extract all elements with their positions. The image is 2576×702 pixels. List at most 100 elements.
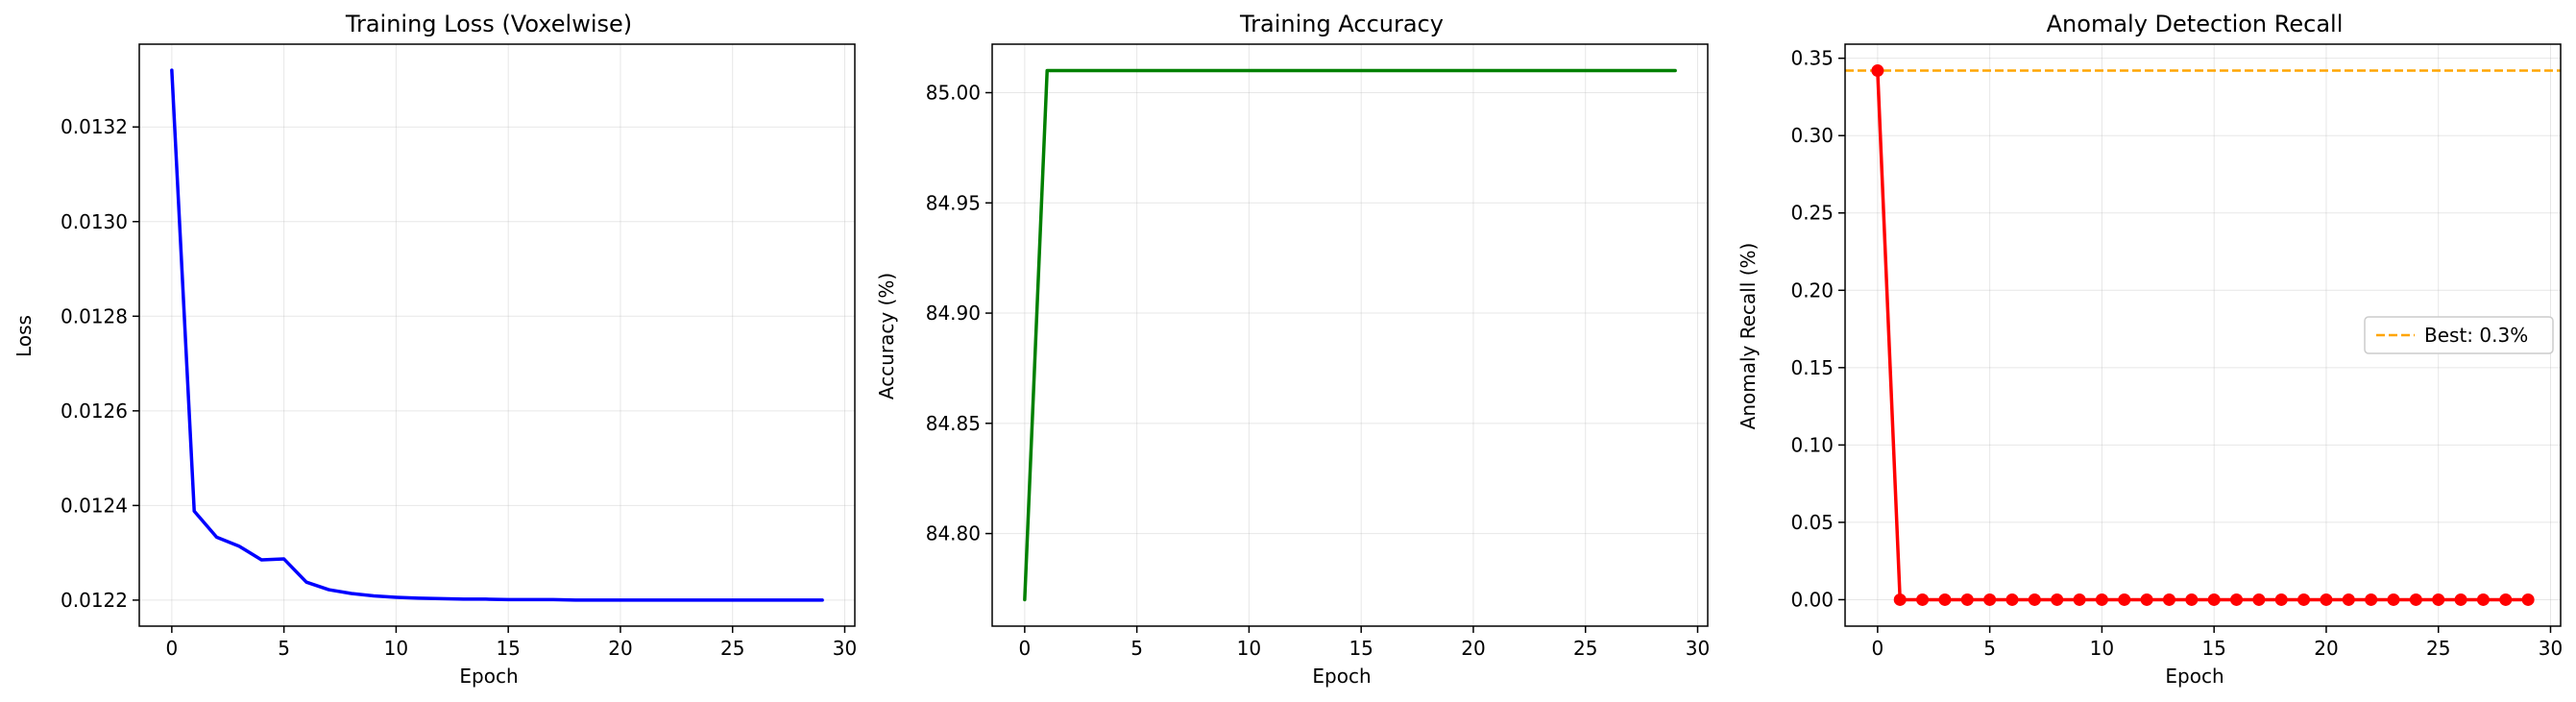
x-tick-label: 0 (1871, 637, 1883, 660)
y-tick-label: 0.25 (1790, 202, 1834, 225)
y-tick-label: 0.35 (1790, 47, 1834, 70)
data-point (2499, 593, 2513, 606)
y-tick-label: 84.90 (926, 302, 981, 325)
x-axis-label: Epoch (1312, 665, 1371, 688)
x-axis-label: Epoch (2165, 665, 2224, 688)
data-point (2118, 593, 2131, 606)
axis-ticks: 0 5 10 15 20 25 30 0.00 0.05 0.10 0.15 0.20 0.25 0.30… (1790, 47, 2563, 660)
x-tick-label: 10 (1237, 637, 1261, 660)
series-line (1023, 68, 1677, 602)
data-marks (170, 68, 824, 602)
data-point (2140, 593, 2153, 606)
x-tick-label: 25 (1573, 637, 1597, 660)
data-point (2005, 593, 2019, 606)
data-point (1960, 593, 1974, 606)
recall-chart-panel: Anomaly Detection Recall 0 5 10 15 20 25 30 0.0… (1737, 11, 2563, 688)
data-point (2274, 593, 2288, 606)
y-tick-label: 0.0130 (61, 210, 128, 233)
data-point (2230, 593, 2244, 606)
x-tick-label: 10 (2090, 637, 2114, 660)
axis-ticks: 0 5 10 15 20 25 30 84.80 84.85 84.90 84.95 85.00 (926, 82, 1710, 661)
y-tick-label: 0.00 (1790, 588, 1834, 611)
x-tick-label: 30 (1686, 637, 1710, 660)
y-tick-label: 84.95 (926, 191, 981, 214)
plot-frame (1844, 43, 2562, 627)
gridlines (139, 44, 855, 626)
data-point (2207, 593, 2221, 606)
x-tick-label: 10 (384, 637, 408, 660)
x-tick-label: 25 (720, 637, 744, 660)
data-point (2297, 593, 2311, 606)
y-axis-label: Accuracy (%) (875, 273, 898, 399)
x-tick-label: 0 (1018, 637, 1031, 660)
x-tick-label: 5 (1983, 637, 1996, 660)
loss-chart-panel: Training Loss (Voxelwise) 0 5 10 15 20 25 30 0.… (12, 11, 857, 688)
y-axis-label: Anomaly Recall (%) (1737, 243, 1760, 430)
gridlines (992, 44, 1708, 626)
y-tick-label: 0.10 (1790, 433, 1834, 456)
y-tick-label: 0.0128 (61, 304, 128, 327)
legend-box (2364, 316, 2554, 354)
data-point (2028, 593, 2041, 606)
axis-ticks: 0 5 10 15 20 25 30 0.0122 0.0124 0.0126 0.0128 0.01… (61, 115, 857, 660)
x-tick-label: 15 (1349, 637, 1373, 660)
data-point (1871, 64, 1884, 78)
data-point (2409, 593, 2422, 606)
y-tick-label: 0.15 (1790, 356, 1834, 379)
x-tick-label: 30 (2539, 637, 2563, 660)
y-tick-label: 85.00 (926, 82, 981, 105)
plot-frame (138, 43, 856, 627)
accuracy-chart-panel: Training Accuracy 0 5 10 15 20 25 30 84.80 84.85… (875, 11, 1710, 688)
y-tick-label: 0.05 (1790, 511, 1834, 534)
chart-title: Anomaly Detection Recall (2047, 11, 2344, 37)
y-tick-label: 0.0124 (61, 494, 128, 517)
y-tick-label: 84.85 (926, 412, 981, 435)
data-point (2320, 593, 2333, 606)
data-point (1983, 593, 1997, 606)
x-tick-label: 15 (2201, 637, 2225, 660)
plot-frame (991, 43, 1709, 627)
x-tick-label: 20 (1461, 637, 1485, 660)
y-tick-label: 0.30 (1790, 124, 1834, 147)
y-tick-label: 84.80 (926, 522, 981, 545)
x-tick-label: 25 (2426, 637, 2450, 660)
x-tick-label: 20 (2314, 637, 2338, 660)
x-tick-label: 30 (833, 637, 857, 660)
x-axis-label: Epoch (459, 665, 518, 688)
gridlines (1845, 44, 2561, 626)
data-point (2252, 593, 2266, 606)
y-axis-label: Loss (12, 315, 36, 357)
data-point (2521, 593, 2535, 606)
data-point (1893, 593, 1907, 606)
data-point (2051, 593, 2064, 606)
x-tick-label: 15 (496, 637, 520, 660)
series-line (170, 68, 824, 602)
data-point (2454, 593, 2467, 606)
legend: Best: 0.3% (2364, 316, 2554, 354)
data-point (2095, 593, 2108, 606)
data-point (2387, 593, 2400, 606)
data-point (2342, 593, 2355, 606)
data-point (2073, 593, 2086, 606)
data-marks (1023, 68, 1677, 602)
data-point (2476, 593, 2490, 606)
data-point (1916, 593, 1930, 606)
y-tick-label: 0.0132 (61, 115, 128, 138)
y-tick-label: 0.0122 (61, 589, 128, 612)
data-point (2432, 593, 2445, 606)
data-marks (1845, 64, 2561, 606)
x-tick-label: 5 (278, 637, 290, 660)
y-tick-label: 0.0126 (61, 399, 128, 423)
chart-title: Training Accuracy (1239, 11, 1444, 37)
x-tick-label: 0 (165, 637, 178, 660)
x-tick-label: 20 (608, 637, 632, 660)
legend-label: Best: 0.3% (2424, 324, 2528, 347)
data-point (2185, 593, 2199, 606)
y-tick-label: 0.20 (1790, 278, 1834, 302)
data-point (1938, 593, 1952, 606)
x-tick-label: 5 (1130, 637, 1143, 660)
chart-title: Training Loss (Voxelwise) (345, 11, 632, 37)
data-point (2365, 593, 2378, 606)
data-point (2162, 593, 2175, 606)
